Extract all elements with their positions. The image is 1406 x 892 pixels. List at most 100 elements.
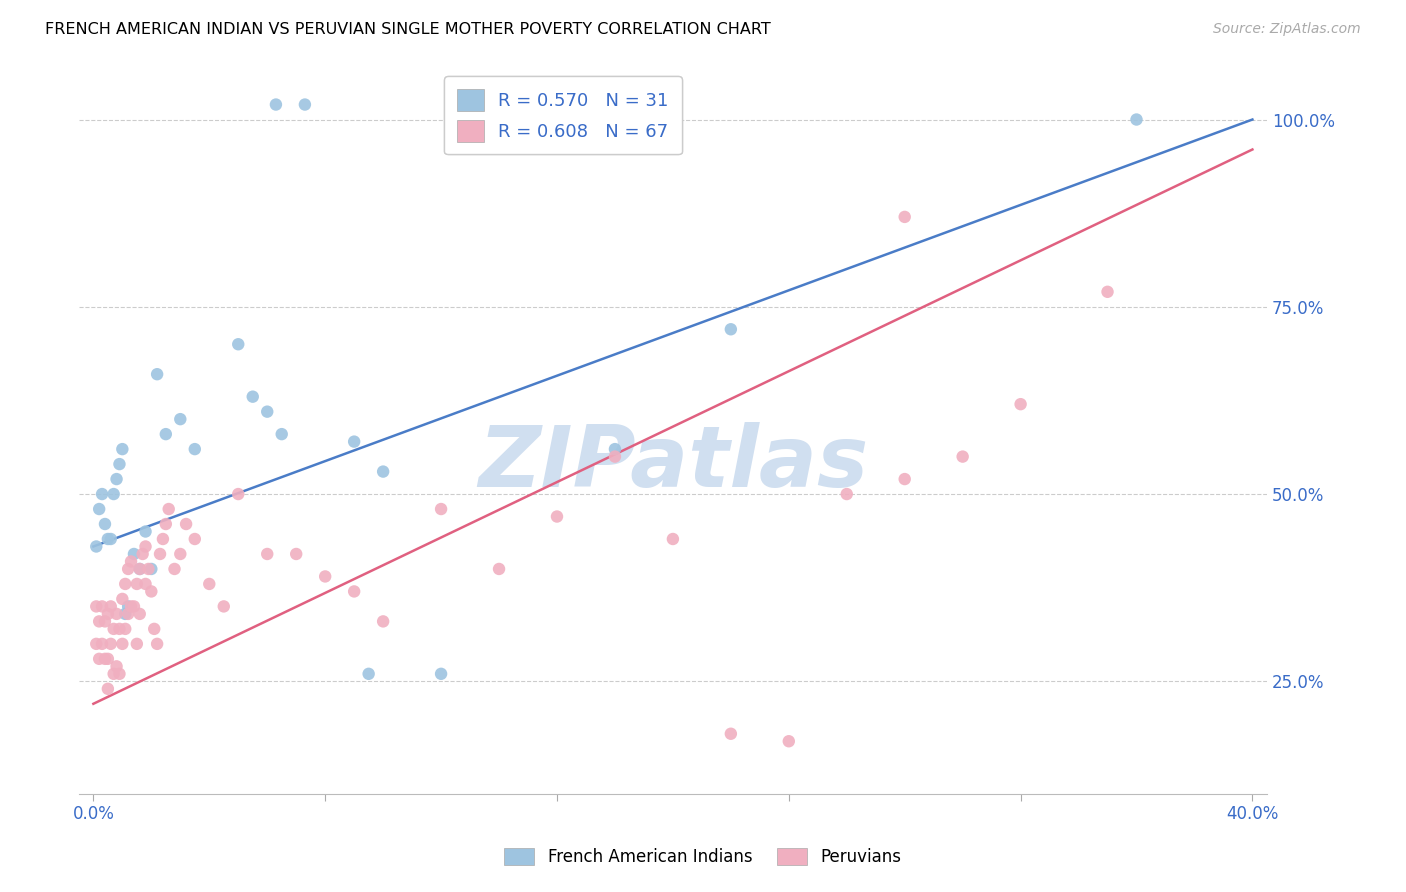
- Point: [169, 547, 191, 561]
- Point: [198, 577, 221, 591]
- Point: [100, 599, 122, 614]
- Point: [720, 322, 742, 336]
- Point: [89, 502, 111, 516]
- Legend: French American Indians, Peruvians: French American Indians, Peruvians: [496, 840, 910, 875]
- Point: [141, 584, 163, 599]
- Point: [152, 532, 174, 546]
- Point: [603, 450, 626, 464]
- Point: [893, 472, 915, 486]
- Point: [778, 734, 800, 748]
- Point: [89, 615, 111, 629]
- Point: [226, 337, 249, 351]
- Point: [103, 666, 125, 681]
- Point: [256, 547, 278, 561]
- Point: [373, 615, 395, 629]
- Point: [100, 637, 122, 651]
- Point: [131, 547, 153, 561]
- Point: [114, 577, 136, 591]
- Point: [270, 427, 292, 442]
- Point: [157, 502, 180, 516]
- Point: [114, 622, 136, 636]
- Point: [163, 562, 186, 576]
- Point: [117, 607, 139, 621]
- Point: [97, 652, 120, 666]
- Point: [108, 457, 131, 471]
- Point: [105, 659, 128, 673]
- Point: [143, 622, 166, 636]
- Point: [169, 412, 191, 426]
- Point: [256, 404, 278, 418]
- Point: [120, 554, 142, 568]
- Point: [97, 681, 120, 696]
- Point: [128, 562, 150, 576]
- Point: [117, 562, 139, 576]
- Point: [226, 487, 249, 501]
- Point: [373, 465, 395, 479]
- Point: [242, 390, 264, 404]
- Point: [155, 516, 177, 531]
- Point: [146, 368, 169, 382]
- Point: [662, 532, 685, 546]
- Point: [108, 666, 131, 681]
- Point: [135, 524, 157, 539]
- Point: [575, 97, 598, 112]
- Point: [135, 540, 157, 554]
- Point: [138, 562, 160, 576]
- Point: [105, 607, 128, 621]
- Point: [91, 637, 114, 651]
- Point: [111, 637, 134, 651]
- Point: [94, 615, 117, 629]
- Point: [103, 487, 125, 501]
- Point: [264, 97, 287, 112]
- Text: ZIPatlas: ZIPatlas: [478, 422, 868, 505]
- Point: [111, 591, 134, 606]
- Point: [546, 509, 568, 524]
- Point: [120, 599, 142, 614]
- Point: [91, 599, 114, 614]
- Text: FRENCH AMERICAN INDIAN VS PERUVIAN SINGLE MOTHER POVERTY CORRELATION CHART: FRENCH AMERICAN INDIAN VS PERUVIAN SINGL…: [45, 22, 770, 37]
- Point: [114, 607, 136, 621]
- Point: [91, 487, 114, 501]
- Point: [128, 607, 150, 621]
- Point: [122, 547, 145, 561]
- Point: [343, 584, 366, 599]
- Point: [105, 472, 128, 486]
- Point: [111, 442, 134, 456]
- Point: [94, 652, 117, 666]
- Point: [108, 622, 131, 636]
- Point: [146, 637, 169, 651]
- Point: [125, 577, 148, 591]
- Point: [835, 487, 858, 501]
- Point: [720, 727, 742, 741]
- Point: [603, 442, 626, 456]
- Point: [952, 450, 974, 464]
- Point: [184, 442, 207, 456]
- Point: [1010, 397, 1032, 411]
- Point: [294, 97, 316, 112]
- Point: [141, 562, 163, 576]
- Point: [97, 607, 120, 621]
- Point: [314, 569, 336, 583]
- Text: Source: ZipAtlas.com: Source: ZipAtlas.com: [1213, 22, 1361, 37]
- Point: [357, 666, 380, 681]
- Point: [94, 516, 117, 531]
- Point: [117, 599, 139, 614]
- Point: [212, 599, 235, 614]
- Point: [84, 540, 107, 554]
- Point: [84, 599, 107, 614]
- Legend: R = 0.570   N = 31, R = 0.608   N = 67: R = 0.570 N = 31, R = 0.608 N = 67: [444, 76, 682, 154]
- Point: [1097, 285, 1119, 299]
- Point: [149, 547, 172, 561]
- Point: [125, 637, 148, 651]
- Point: [155, 427, 177, 442]
- Point: [89, 652, 111, 666]
- Point: [343, 434, 366, 449]
- Point: [430, 502, 453, 516]
- Point: [285, 547, 308, 561]
- Point: [103, 622, 125, 636]
- Point: [174, 516, 197, 531]
- Point: [488, 562, 510, 576]
- Point: [122, 599, 145, 614]
- Point: [488, 97, 510, 112]
- Point: [1125, 112, 1147, 127]
